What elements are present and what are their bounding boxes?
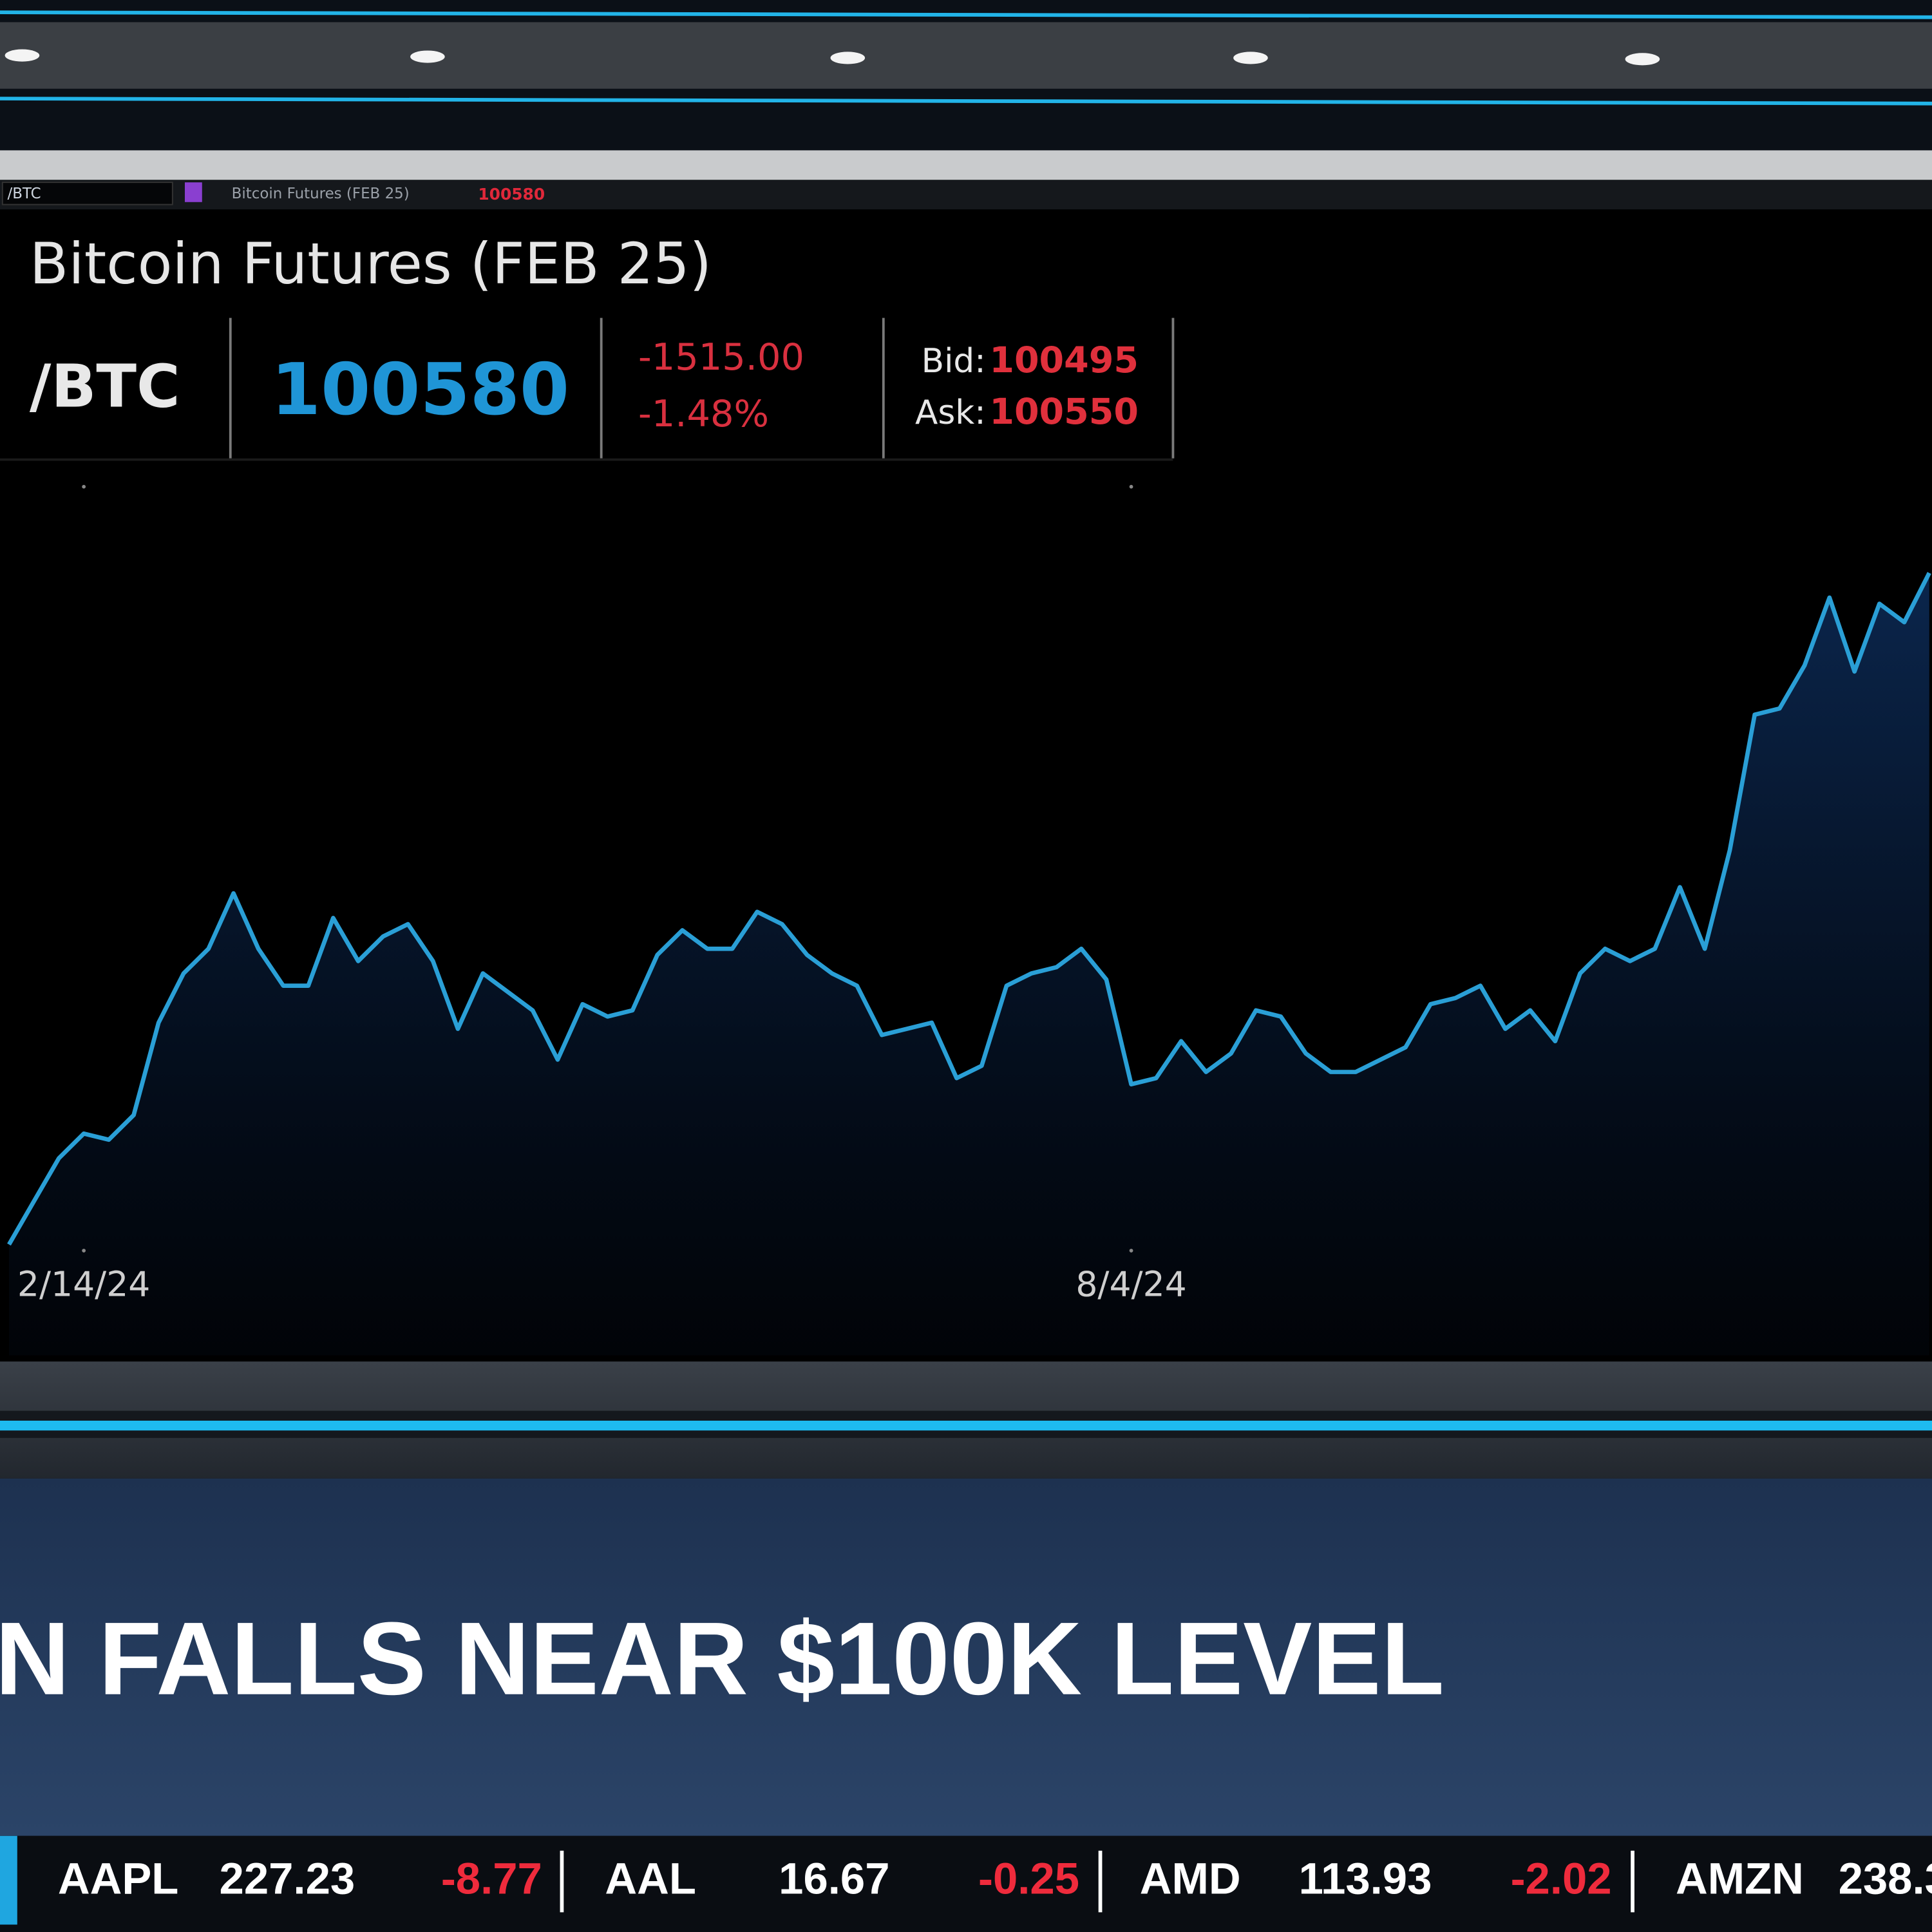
ticker-price: 238.3 [1839,1854,1932,1904]
quote-last: 100580 [271,348,569,431]
chart-title: Bitcoin Futures (FEB 25) [30,231,712,297]
ask-label: Ask: [915,393,986,432]
ticker-price: 227.23 [220,1854,355,1904]
percent-change: -1.48% [638,392,769,435]
light [410,50,445,63]
plot: 2/14/24 8/4/24 [7,484,1931,1356]
ticker-symbol: AMD [1140,1854,1241,1904]
link-icon[interactable] [184,182,202,202]
bid-label: Bid: [922,342,986,381]
ask: 100550 [989,392,1139,433]
quote-symbol: /BTC [30,352,180,421]
x-tick-label: 2/14/24 [17,1264,150,1305]
light [5,49,40,62]
x-tick [82,1249,86,1253]
headline-panel [0,1478,1932,1836]
window-titlebar [0,150,1932,180]
ticker-symbol: AMZN [1676,1854,1804,1904]
ceiling-lights [5,49,1660,66]
ceiling-band [0,22,1932,89]
ticker-accent [0,1835,17,1925]
ticker-change: -2.02 [1511,1854,1612,1904]
light [1233,52,1268,64]
symbol-input[interactable] [1,182,173,205]
ticker-change: -0.25 [978,1854,1079,1904]
net-change: -1515.00 [638,336,804,379]
ticker-change: -8.77 [441,1854,542,1904]
light-strip [0,10,1932,19]
area-fill [8,573,1929,1356]
ticker-price: 16.67 [779,1854,889,1904]
ticker-symbol: AAPL [58,1854,178,1904]
headline: N FALLS NEAR $100K LEVEL [0,1602,1444,1717]
ticker: AAPL 227.23 -8.77 AAL 16.67 -0.25 AMD 113.93 -2.… [58,1850,1932,1913]
light-strip [0,97,1932,106]
symbol-input-text: /BTC [7,185,41,202]
window-last: 100580 [478,185,545,204]
dividers [229,317,1175,459]
light [1625,53,1660,66]
ticker-price: 113.93 [1299,1854,1432,1904]
ticker-symbol: AAL [605,1854,696,1904]
x-tick [82,484,86,489]
x-tick-label: 8/4/24 [1075,1264,1186,1305]
light [830,52,866,64]
ticker-bar [0,1835,1932,1932]
window-description: Bitcoin Futures (FEB 25) [232,185,410,202]
price-line [7,572,1931,1246]
symbol-bar [0,180,1932,210]
x-tick [1129,484,1133,489]
bid: 100495 [989,340,1139,381]
x-tick [1129,1249,1133,1253]
